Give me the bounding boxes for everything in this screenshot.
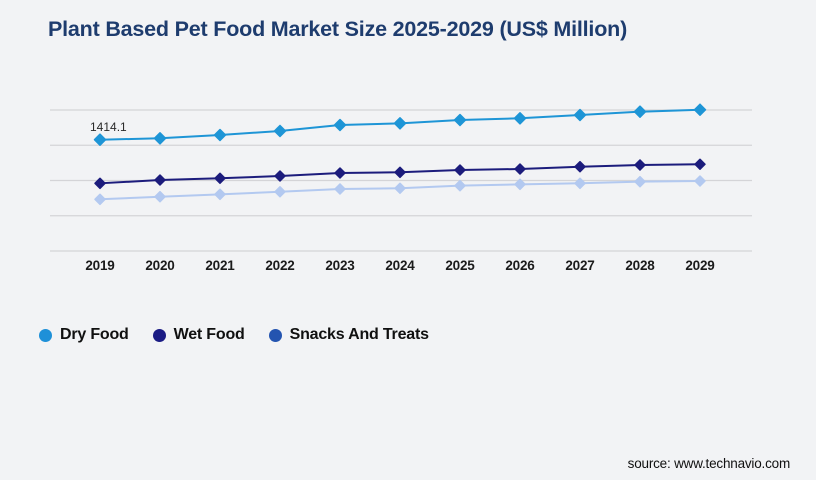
data-point-marker[interactable] (154, 174, 166, 186)
legend-item-dry-food[interactable]: Dry Food (39, 326, 129, 344)
legend-label: Dry Food (60, 326, 129, 343)
chart-legend: Dry Food Wet Food Snacks And Treats (39, 326, 429, 344)
data-point-marker[interactable] (153, 132, 167, 145)
data-point-marker[interactable] (454, 179, 466, 192)
data-point-marker[interactable] (393, 117, 407, 130)
data-point-marker[interactable] (154, 190, 166, 203)
data-point-value-label: 1414.1 (90, 120, 127, 134)
data-point-marker[interactable] (693, 103, 707, 116)
legend-item-snacks-and-treats[interactable]: Snacks And Treats (268, 326, 429, 344)
data-point-marker[interactable] (513, 112, 527, 125)
x-axis-label: 2029 (685, 258, 714, 273)
x-axis-label: 2027 (565, 258, 594, 273)
data-point-marker[interactable] (514, 178, 526, 191)
legend-marker-icon (268, 328, 282, 342)
data-point-marker[interactable] (394, 166, 406, 179)
x-axis-label: 2020 (145, 258, 174, 273)
x-axis-label: 2026 (505, 258, 535, 273)
data-point-marker[interactable] (93, 133, 107, 146)
x-axis-label: 2021 (205, 258, 235, 273)
legend-item-wet-food[interactable]: Wet Food (152, 326, 245, 344)
data-point-marker[interactable] (94, 193, 106, 206)
legend-marker-icon (152, 328, 166, 342)
x-axis-label: 2028 (625, 258, 655, 273)
data-point-marker[interactable] (214, 172, 226, 185)
legend-marker-icon (39, 328, 52, 342)
data-point-marker[interactable] (634, 175, 646, 188)
x-axis-label: 2022 (265, 258, 294, 273)
data-point-marker[interactable] (274, 185, 286, 198)
legend-label: Wet Food (173, 326, 245, 343)
data-point-marker[interactable] (634, 159, 646, 171)
data-point-marker[interactable] (94, 177, 106, 190)
data-point-marker[interactable] (694, 175, 706, 187)
data-point-marker[interactable] (633, 105, 647, 118)
data-point-marker[interactable] (394, 182, 406, 195)
x-axis-label: 2024 (385, 258, 415, 273)
data-point-marker[interactable] (694, 158, 706, 171)
data-point-marker[interactable] (514, 163, 526, 175)
data-point-marker[interactable] (454, 164, 466, 176)
data-point-marker[interactable] (334, 183, 346, 195)
data-point-marker[interactable] (334, 167, 346, 179)
chart-title: Plant Based Pet Food Market Size 2025-20… (48, 17, 628, 41)
data-point-marker[interactable] (273, 124, 287, 138)
data-point-marker[interactable] (573, 108, 587, 122)
x-axis-label: 2019 (85, 258, 114, 273)
x-axis-label: 2023 (325, 258, 355, 273)
data-point-marker[interactable] (574, 177, 586, 190)
source-attribution: source: www.technavio.com (627, 456, 791, 471)
data-point-marker[interactable] (214, 188, 226, 201)
data-point-marker[interactable] (333, 118, 347, 132)
legend-label: Snacks And Treats (289, 326, 429, 343)
data-point-marker[interactable] (213, 128, 227, 142)
data-point-marker[interactable] (574, 160, 586, 173)
data-point-marker[interactable] (453, 113, 467, 127)
x-axis-label: 2025 (445, 258, 475, 273)
data-point-marker[interactable] (274, 170, 286, 182)
